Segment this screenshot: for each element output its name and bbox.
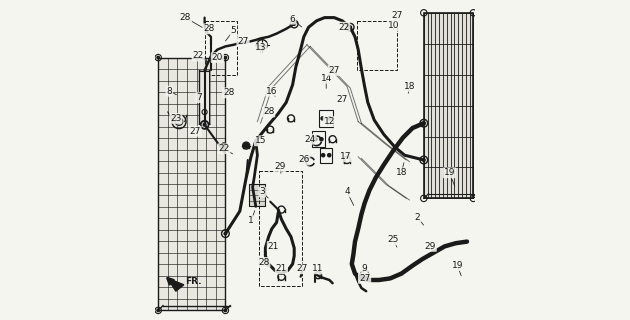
Circle shape	[221, 143, 226, 148]
Text: 29: 29	[425, 242, 436, 251]
Text: 27: 27	[336, 95, 348, 104]
Text: 14: 14	[321, 74, 332, 83]
Text: 23: 23	[170, 114, 181, 123]
Text: 29: 29	[274, 162, 285, 171]
Text: 2: 2	[415, 213, 420, 222]
Text: 11: 11	[312, 264, 324, 273]
Text: 27: 27	[189, 127, 201, 136]
Circle shape	[293, 23, 295, 25]
Circle shape	[423, 122, 425, 124]
Text: 5: 5	[231, 26, 236, 35]
FancyBboxPatch shape	[200, 70, 210, 125]
Circle shape	[224, 232, 227, 235]
Text: 19: 19	[452, 261, 463, 270]
Text: 24: 24	[304, 135, 316, 144]
Text: 19: 19	[444, 168, 455, 177]
Text: 28: 28	[258, 258, 270, 267]
Text: 28: 28	[180, 13, 191, 22]
Polygon shape	[249, 184, 265, 206]
Text: 28: 28	[203, 24, 215, 33]
Circle shape	[320, 138, 323, 141]
Circle shape	[423, 159, 425, 161]
Text: 3: 3	[260, 188, 265, 196]
Text: 13: 13	[255, 44, 266, 52]
Text: 22: 22	[193, 52, 204, 60]
Polygon shape	[168, 278, 184, 291]
Text: FR.: FR.	[185, 277, 201, 286]
Circle shape	[203, 124, 206, 126]
Circle shape	[224, 309, 227, 312]
Text: 12: 12	[324, 117, 335, 126]
Circle shape	[313, 138, 317, 141]
Circle shape	[244, 143, 249, 148]
Text: 28: 28	[223, 88, 234, 97]
Polygon shape	[424, 13, 473, 198]
Circle shape	[157, 56, 159, 59]
Text: 10: 10	[387, 21, 399, 30]
Text: 27: 27	[328, 66, 340, 75]
Text: 27: 27	[391, 12, 403, 20]
Text: 27: 27	[297, 264, 308, 273]
Text: 18: 18	[396, 168, 407, 177]
Text: 21: 21	[268, 242, 279, 251]
Text: 1: 1	[248, 216, 254, 225]
Circle shape	[321, 117, 324, 120]
Text: 4: 4	[344, 188, 350, 196]
Text: 27: 27	[359, 274, 370, 283]
Circle shape	[328, 154, 331, 157]
Text: 16: 16	[266, 87, 278, 96]
Text: 6: 6	[290, 15, 295, 24]
Text: 28: 28	[263, 108, 274, 116]
Text: 27: 27	[238, 37, 249, 46]
Text: 9: 9	[362, 264, 367, 273]
Text: 21: 21	[276, 264, 287, 273]
Text: 22: 22	[218, 144, 229, 153]
Text: 22: 22	[338, 23, 350, 32]
Circle shape	[328, 117, 331, 120]
Ellipse shape	[200, 121, 209, 129]
Circle shape	[321, 154, 324, 157]
Circle shape	[175, 118, 183, 125]
Circle shape	[349, 26, 352, 28]
Text: 25: 25	[387, 236, 399, 244]
Text: 17: 17	[340, 152, 351, 161]
Text: 8: 8	[166, 87, 172, 96]
Text: 20: 20	[212, 53, 223, 62]
Text: 15: 15	[255, 136, 266, 145]
Polygon shape	[158, 58, 226, 310]
Text: 26: 26	[298, 156, 309, 164]
Circle shape	[157, 309, 159, 312]
Text: 18: 18	[404, 82, 415, 91]
Circle shape	[224, 56, 227, 59]
Text: 7: 7	[197, 93, 202, 102]
